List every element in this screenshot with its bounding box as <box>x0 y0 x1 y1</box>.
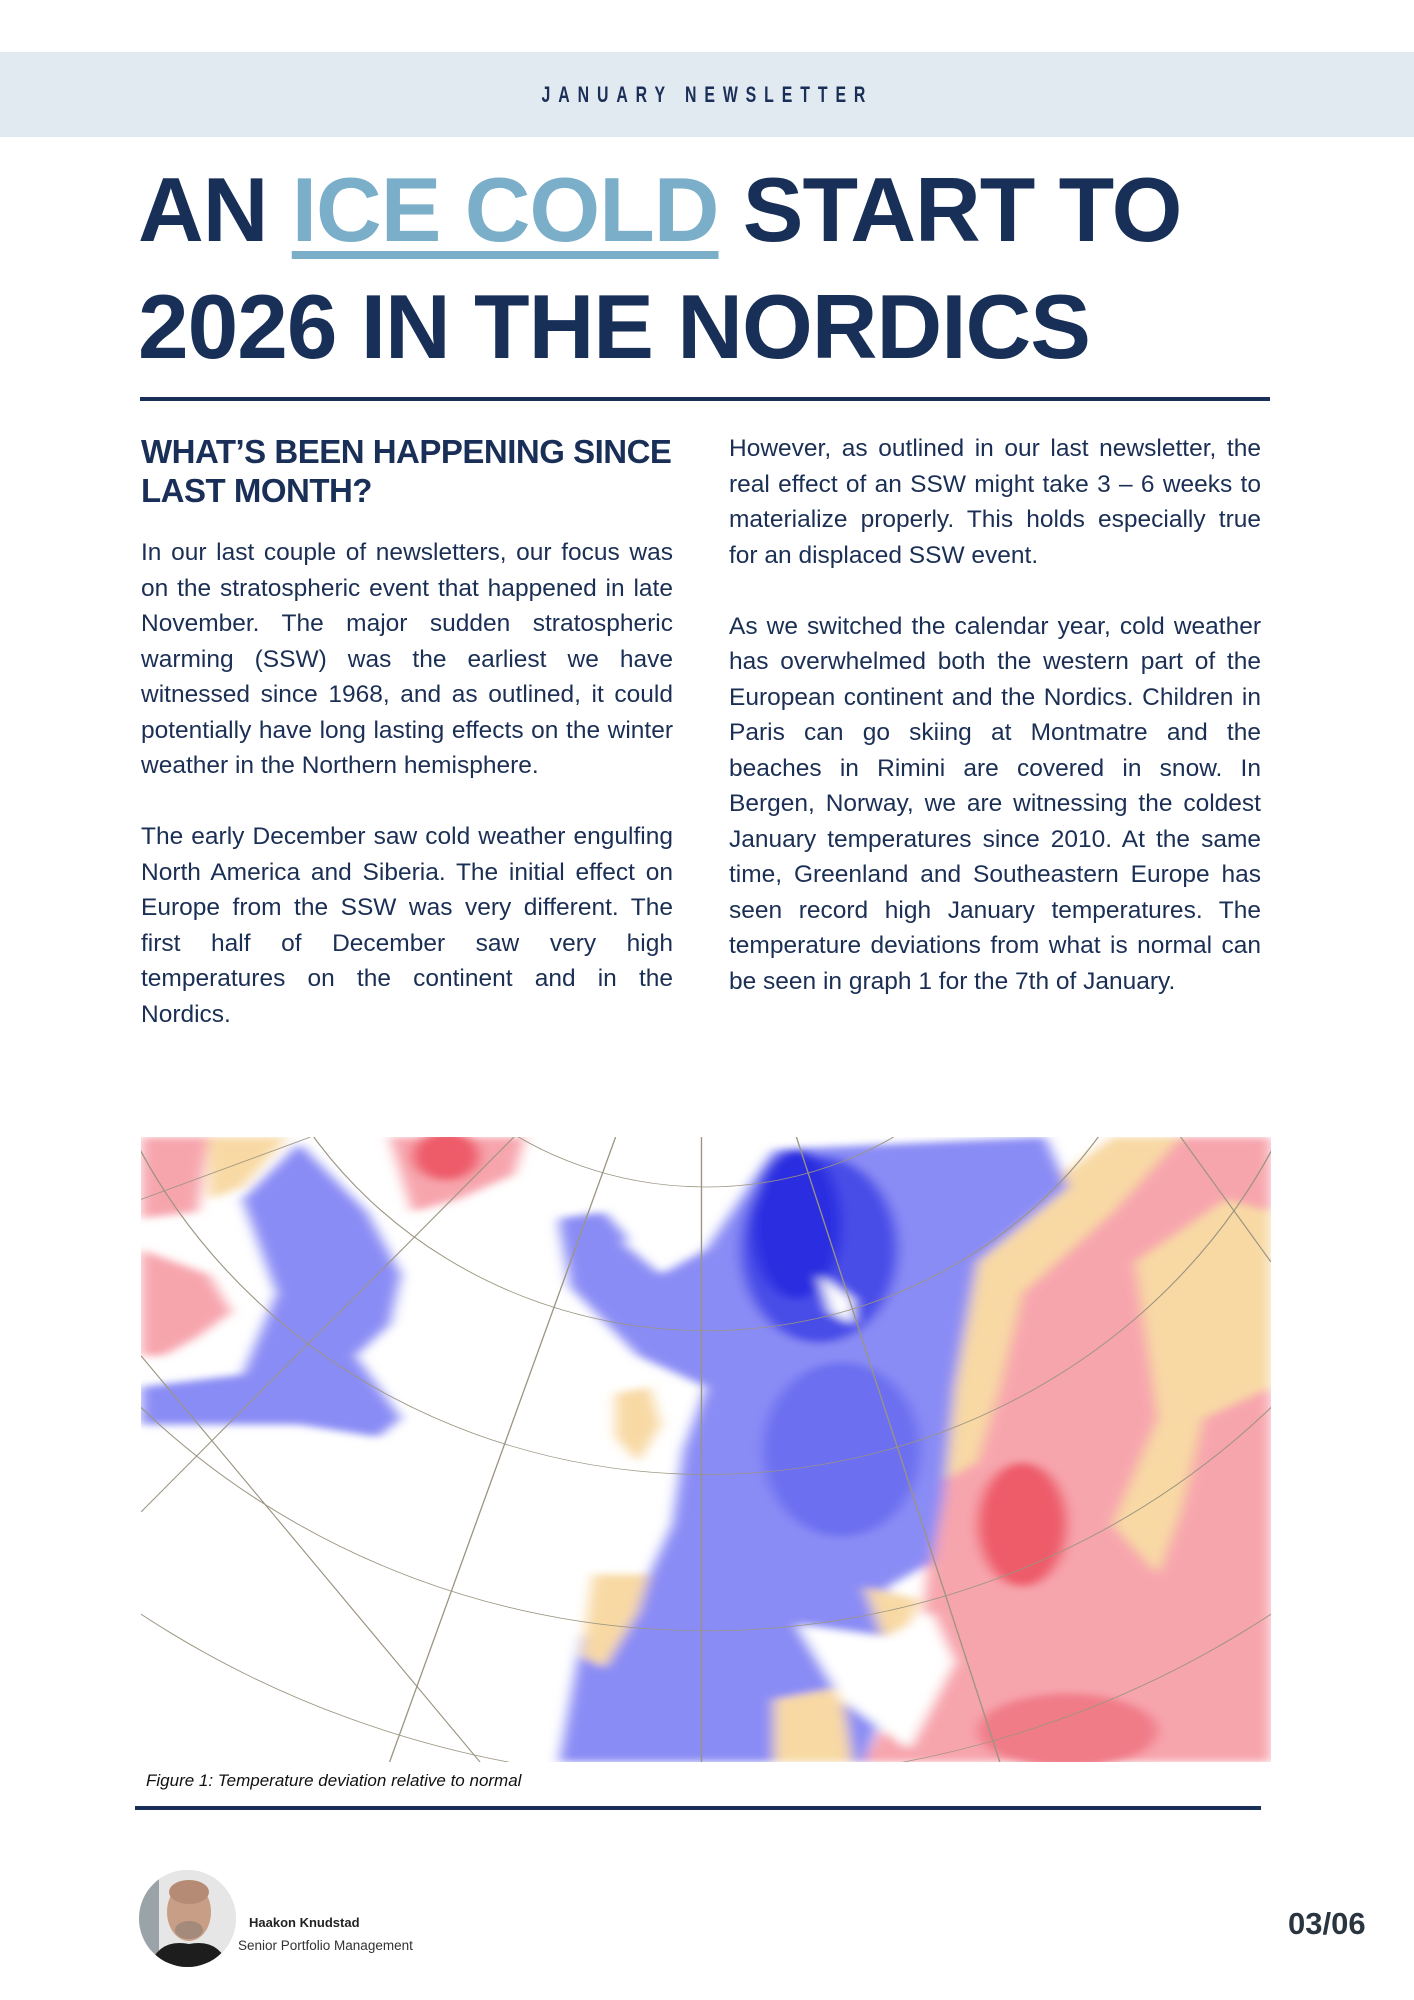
left-column: WHAT’S BEEN HAPPENING SINCE LAST MONTH? … <box>141 432 673 1068</box>
cold-iceland <box>559 1212 627 1262</box>
newsletter-banner: JANUARY NEWSLETTER <box>0 52 1414 137</box>
very-warm-south <box>977 1693 1158 1762</box>
warm-arctic <box>141 1137 209 1219</box>
neutral-africa <box>773 1687 853 1762</box>
neutral-britain <box>615 1387 661 1462</box>
neutral-far-east <box>1112 1199 1271 1575</box>
paragraph: The early December saw cold weather engu… <box>141 823 673 1028</box>
no-anomaly-baltic <box>819 1274 853 1325</box>
author-role: Senior Portfolio Management <box>238 1938 413 1953</box>
footer-divider <box>135 1806 1261 1810</box>
right-column: However, as outlined in our last newslet… <box>729 431 1261 1035</box>
author-avatar <box>139 1870 236 1967</box>
paragraph: However, as outlined in our last newslet… <box>729 435 1261 569</box>
section-heading: WHAT’S BEEN HAPPENING SINCE LAST MONTH? <box>141 433 672 509</box>
page-number: 03/06 <box>1288 1906 1366 1941</box>
title-line2: 2026 IN THE NORDICS <box>138 277 1091 378</box>
cold-central <box>762 1362 921 1537</box>
author-name: Haakon Knudstad <box>249 1915 360 1930</box>
no-anomaly-mediterranean <box>796 1612 955 1750</box>
page-title: AN ICE COLD START TO 2026 IN THE NORDICS <box>138 152 1183 386</box>
title-part2: START TO <box>718 160 1183 261</box>
title-accent: ICE COLD <box>291 160 720 261</box>
graticule <box>141 1137 1271 1762</box>
very-cold-norway <box>751 1149 842 1300</box>
newsletter-label: JANUARY NEWSLETTER <box>541 81 873 107</box>
warm-labrador <box>141 1249 232 1356</box>
figure-caption: Figure 1: Temperature deviation relative… <box>146 1771 522 1790</box>
title-part1: AN <box>138 160 292 261</box>
very-warm-balkans <box>977 1462 1068 1587</box>
paragraph: In our last couple of newsletters, our f… <box>141 539 673 779</box>
title-divider <box>140 397 1270 401</box>
paragraph: As we switched the calendar year, cold w… <box>729 612 1261 995</box>
neutral-italy <box>864 1587 921 1650</box>
very-warm-greenland <box>412 1137 480 1181</box>
temperature-deviation-map <box>141 1137 1271 1762</box>
neutral-east-band <box>943 1137 1181 1481</box>
neutral-iberia <box>581 1574 650 1669</box>
